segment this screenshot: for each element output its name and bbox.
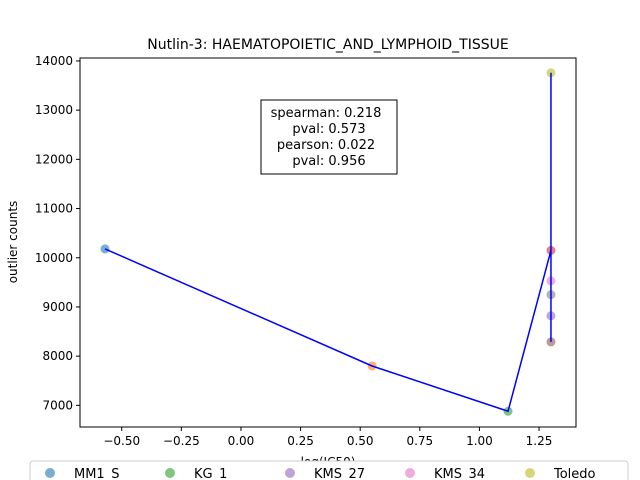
- legend: MM1_S KG_1 KMS_27 KMS_34 Toledo: [29, 460, 629, 480]
- legend-label: KG_1: [194, 467, 227, 480]
- series-line: [104, 72, 552, 413]
- legend-marker: [165, 468, 175, 478]
- y-tick-label: 12000: [35, 152, 73, 166]
- legend-label: MM1_S: [74, 467, 119, 480]
- y-tick-label: 14000: [35, 54, 73, 68]
- y-axis: 7000 8000 9000 10000 11000 12000 13000 14000: [35, 54, 80, 412]
- stats-spearman: spearman: 0.218: [271, 106, 382, 121]
- x-tick-label: 0.00: [228, 434, 255, 448]
- legend-marker: [525, 468, 535, 478]
- y-tick-label: 10000: [35, 251, 73, 265]
- y-tick-label: 11000: [35, 202, 73, 216]
- legend-marker: [405, 468, 415, 478]
- x-tick-label: 0.25: [287, 434, 314, 448]
- y-tick-label: 13000: [35, 103, 73, 117]
- x-tick-label: −0.50: [103, 434, 140, 448]
- x-tick-label: 1.00: [466, 434, 493, 448]
- chart-title: Nutlin-3: HAEMATOPOIETIC_AND_LYMPHOID_TI…: [147, 37, 508, 53]
- x-tick-label: 0.50: [347, 434, 374, 448]
- x-tick-label: 1.25: [526, 434, 553, 448]
- stats-pearson: pearson: 0.022: [277, 138, 375, 153]
- axes-frame: [79, 57, 577, 428]
- y-tick-label: 8000: [42, 349, 73, 363]
- stats-annotation: spearman: 0.218 pval: 0.573 pearson: 0.0…: [260, 99, 398, 175]
- legend-box: [29, 460, 629, 480]
- stats-pearson-pval: pval: 0.956: [292, 154, 365, 169]
- legend-marker: [45, 468, 55, 478]
- legend-label: KMS_34: [434, 467, 485, 480]
- legend-marker: [285, 468, 295, 478]
- legend-label: Toledo: [553, 467, 596, 480]
- x-tick-label: −0.25: [163, 434, 200, 448]
- y-tick-label: 7000: [42, 398, 73, 412]
- stats-spearman-pval: pval: 0.573: [292, 122, 365, 137]
- plot-area: [100, 68, 556, 416]
- stats-annotation-box: [260, 99, 398, 175]
- x-tick-label: 0.75: [406, 434, 433, 448]
- legend-label: KMS_27: [314, 467, 365, 480]
- y-axis-label: outlier counts: [6, 201, 20, 284]
- x-axis: −0.50 −0.25 0.00 0.25 0.50 0.75 1.00 1.25: [103, 427, 552, 448]
- y-tick-label: 9000: [42, 300, 73, 314]
